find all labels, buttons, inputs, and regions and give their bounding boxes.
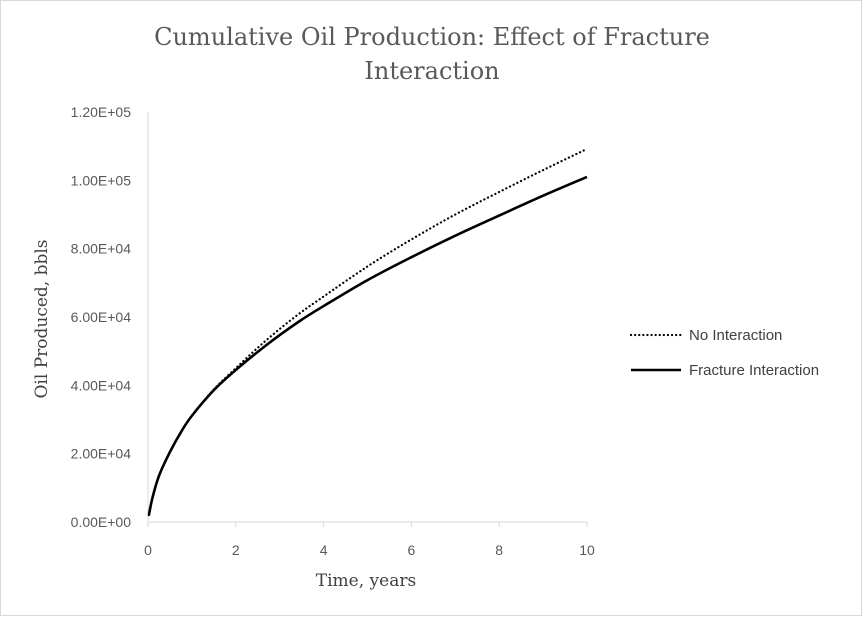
legend: No Interaction Fracture Interaction bbox=[629, 327, 819, 379]
x-tick-label: 4 bbox=[320, 542, 328, 558]
y-axis-title: Oil Produced, bbls bbox=[32, 239, 52, 398]
chart-title-line-1: Cumulative Oil Production: Effect of Fra… bbox=[154, 23, 710, 51]
x-tick-label: 8 bbox=[495, 542, 503, 558]
y-tick-label: 1.00E+05 bbox=[71, 172, 132, 188]
y-tick-label: 4.00E+04 bbox=[71, 377, 132, 393]
series-group bbox=[147, 147, 589, 517]
x-tick-label: 2 bbox=[232, 542, 240, 558]
x-tick-label: 0 bbox=[144, 542, 152, 558]
x-axis-ticks: 0 2 4 6 8 10 bbox=[144, 522, 595, 558]
series-line-no-interaction bbox=[147, 147, 589, 517]
x-tick-label: 6 bbox=[408, 542, 416, 558]
x-axis-title: Time, years bbox=[316, 571, 416, 591]
y-tick-label: 8.00E+04 bbox=[71, 241, 132, 257]
y-tick-label: 2.00E+04 bbox=[71, 446, 132, 462]
y-tick-label: 0.00E+00 bbox=[71, 514, 132, 530]
y-tick-label: 6.00E+04 bbox=[71, 309, 132, 325]
series-line-fracture-interaction bbox=[147, 175, 588, 516]
legend-label: Fracture Interaction bbox=[689, 362, 819, 379]
legend-label: No Interaction bbox=[689, 327, 782, 344]
y-axis-ticks: 0.00E+00 2.00E+04 4.00E+04 6.00E+04 8.00E+04… bbox=[71, 104, 132, 530]
chart-title-line-2: Interaction bbox=[364, 57, 499, 85]
y-tick-label: 1.20E+05 bbox=[71, 104, 132, 120]
chart-title: Cumulative Oil Production: Effect of Fra… bbox=[154, 23, 710, 85]
x-tick-label: 10 bbox=[579, 542, 595, 558]
